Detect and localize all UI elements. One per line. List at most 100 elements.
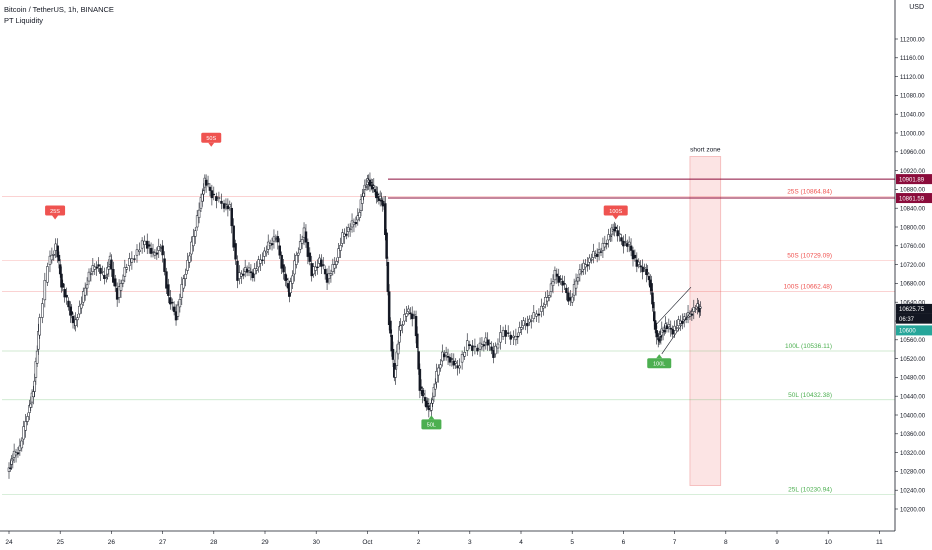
marker-box-0 xyxy=(45,205,66,216)
candle-body xyxy=(419,386,423,389)
candle-body xyxy=(9,467,12,469)
candle-body xyxy=(501,330,505,337)
candle-body xyxy=(186,260,189,271)
y-tick-label-17: 10880.00 xyxy=(900,188,926,194)
candle-body xyxy=(458,365,461,369)
candle-body xyxy=(518,327,521,334)
candle-body xyxy=(641,266,644,273)
y-tick-label-24: 11160.00 xyxy=(900,56,925,62)
marker-pointer-2 xyxy=(612,215,619,220)
x-tick-label-17: 11 xyxy=(876,539,883,546)
y-tick-label-6: 10440.00 xyxy=(900,395,926,401)
candle-body xyxy=(586,264,589,267)
y-tick-label-18: 10920.00 xyxy=(900,169,926,175)
x-tick-label-8: 2 xyxy=(417,539,421,546)
y-tick-label-11: 10640.00 xyxy=(900,301,926,307)
indicator-name: PT Liquidity xyxy=(4,16,44,25)
wedge-upper-line xyxy=(654,286,692,326)
candle-body xyxy=(622,240,625,247)
x-tick-label-11: 5 xyxy=(570,539,574,546)
candle-body xyxy=(633,254,637,259)
price-label-box-2 xyxy=(896,325,932,336)
candle-body xyxy=(130,258,134,263)
candle-body xyxy=(236,260,239,281)
strong-level-tag-text-1: 10861.59 xyxy=(899,196,925,202)
price-label-box-0 xyxy=(896,303,932,314)
candle-body xyxy=(516,336,520,338)
candle-body xyxy=(202,190,205,195)
candle-body xyxy=(304,231,308,243)
candle-body xyxy=(147,244,151,247)
candle-body xyxy=(295,254,298,265)
candle-body xyxy=(291,275,294,284)
candle-body xyxy=(369,182,373,184)
candle-body xyxy=(329,273,333,276)
x-tick-label-2: 26 xyxy=(108,539,116,546)
candle-body xyxy=(488,342,491,345)
candle-body xyxy=(180,284,184,298)
candle-body xyxy=(540,305,543,312)
candle-body xyxy=(285,278,289,280)
x-tick-label-10: 4 xyxy=(519,539,523,546)
candle-body xyxy=(306,242,310,257)
candle-body xyxy=(637,261,641,265)
candle-body xyxy=(520,327,523,330)
candle-body xyxy=(345,233,348,236)
candle-body xyxy=(421,390,424,396)
marker-box-4 xyxy=(421,419,442,430)
y-tick-label-16: 10840.00 xyxy=(900,207,926,213)
candle-body xyxy=(384,203,387,236)
marker-pointer-4 xyxy=(428,415,435,420)
candle-body xyxy=(348,228,352,230)
candle-body xyxy=(358,212,361,218)
candle-body xyxy=(391,348,395,360)
candle-body xyxy=(675,327,678,329)
candle-body xyxy=(241,273,245,276)
candle-body xyxy=(113,278,117,287)
currency-label[interactable]: USD xyxy=(909,4,924,11)
y-tick-label-1: 10240.00 xyxy=(900,489,926,495)
candle-body xyxy=(446,356,450,358)
price-label-text-0: 10625.75 xyxy=(899,307,925,313)
candle-body xyxy=(496,343,500,349)
candle-body xyxy=(41,303,44,318)
candle-body xyxy=(667,324,671,328)
candle-body xyxy=(448,357,452,363)
candle-body xyxy=(372,185,376,188)
strong-level-tag-1 xyxy=(896,193,932,204)
candle-body xyxy=(155,252,159,255)
candle-body xyxy=(151,251,155,253)
candle-body xyxy=(437,367,440,376)
candle-body xyxy=(631,250,635,260)
candle-body xyxy=(341,232,344,244)
candle-body xyxy=(335,261,338,265)
candle-body xyxy=(410,313,414,320)
candle-body xyxy=(646,272,649,274)
candle-body xyxy=(542,306,545,309)
candle-body xyxy=(555,273,559,277)
candle-body xyxy=(382,201,386,203)
x-tick-label-5: 29 xyxy=(261,539,269,546)
candle-body xyxy=(105,277,108,279)
candle-body xyxy=(224,203,228,206)
candle-body xyxy=(259,259,262,264)
candle-body xyxy=(270,243,274,246)
candle-body xyxy=(222,203,226,209)
candle-body xyxy=(32,391,35,398)
candle-body xyxy=(138,249,141,252)
candle-body xyxy=(354,222,358,224)
candle-body xyxy=(293,260,296,275)
candle-body xyxy=(87,271,91,282)
candle-body xyxy=(282,264,285,273)
candle-body xyxy=(201,193,204,202)
candle-body xyxy=(208,186,212,191)
candle-body xyxy=(433,383,437,390)
candle-body xyxy=(232,225,235,248)
candle-body xyxy=(184,273,187,279)
candle-body xyxy=(643,267,646,269)
candle-body xyxy=(103,274,106,279)
candle-body xyxy=(361,196,364,204)
candle-body xyxy=(699,306,702,309)
candle-body xyxy=(33,380,36,392)
